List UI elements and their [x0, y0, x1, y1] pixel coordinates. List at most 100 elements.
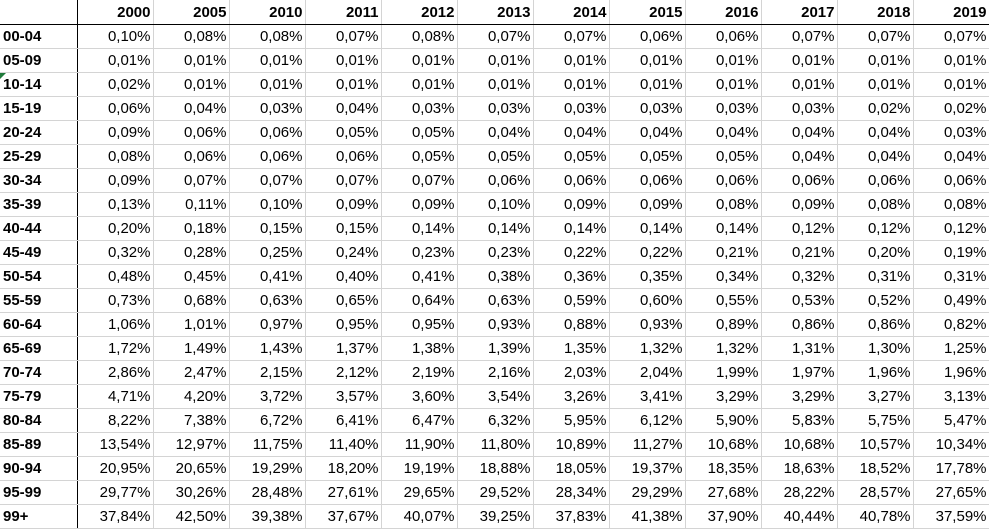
- cell-05-09-2010[interactable]: 0,01%: [229, 48, 306, 73]
- cell-15-19-2015[interactable]: 0,03%: [609, 96, 686, 121]
- cell-75-79-2010[interactable]: 3,72%: [229, 384, 306, 409]
- cell-45-49-2011[interactable]: 0,24%: [305, 240, 382, 265]
- cell-25-29-2011[interactable]: 0,06%: [305, 144, 382, 169]
- column-header-2014[interactable]: 2014: [533, 0, 610, 25]
- cell-85-89-2012[interactable]: 11,90%: [381, 432, 458, 457]
- cell-05-09-2000[interactable]: 0,01%: [77, 48, 154, 73]
- cell-85-89-2010[interactable]: 11,75%: [229, 432, 306, 457]
- column-header-2015[interactable]: 2015: [609, 0, 686, 25]
- row-label-35-39[interactable]: 35-39: [0, 192, 78, 217]
- row-label-20-24[interactable]: 20-24: [0, 120, 78, 145]
- cell-70-74-2013[interactable]: 2,16%: [457, 360, 534, 385]
- cell-25-29-2018[interactable]: 0,04%: [837, 144, 914, 169]
- cell-55-59-2011[interactable]: 0,65%: [305, 288, 382, 313]
- row-label-60-64[interactable]: 60-64: [0, 312, 78, 337]
- cell-00-04-2010[interactable]: 0,08%: [229, 24, 306, 49]
- cell-80-84-2014[interactable]: 5,95%: [533, 408, 610, 433]
- cell-65-69-2017[interactable]: 1,31%: [761, 336, 838, 361]
- cell-65-69-2016[interactable]: 1,32%: [685, 336, 762, 361]
- cell-25-29-2012[interactable]: 0,05%: [381, 144, 458, 169]
- cell-45-49-2000[interactable]: 0,32%: [77, 240, 154, 265]
- column-header-2018[interactable]: 2018: [837, 0, 914, 25]
- cell-85-89-2000[interactable]: 13,54%: [77, 432, 154, 457]
- cell-15-19-2013[interactable]: 0,03%: [457, 96, 534, 121]
- cell-80-84-2012[interactable]: 6,47%: [381, 408, 458, 433]
- row-label-90-94[interactable]: 90-94: [0, 456, 78, 481]
- cell-85-89-2016[interactable]: 10,68%: [685, 432, 762, 457]
- cell-45-49-2014[interactable]: 0,22%: [533, 240, 610, 265]
- cell-80-84-2005[interactable]: 7,38%: [153, 408, 230, 433]
- cell-30-34-2014[interactable]: 0,06%: [533, 168, 610, 193]
- cell-45-49-2005[interactable]: 0,28%: [153, 240, 230, 265]
- cell-25-29-2016[interactable]: 0,05%: [685, 144, 762, 169]
- cell-90-94-2012[interactable]: 19,19%: [381, 456, 458, 481]
- cell-25-29-2010[interactable]: 0,06%: [229, 144, 306, 169]
- cell-55-59-2012[interactable]: 0,64%: [381, 288, 458, 313]
- cell-30-34-2005[interactable]: 0,07%: [153, 168, 230, 193]
- cell-99+-2015[interactable]: 41,38%: [609, 504, 686, 529]
- cell-40-44-2012[interactable]: 0,14%: [381, 216, 458, 241]
- cell-70-74-2010[interactable]: 2,15%: [229, 360, 306, 385]
- column-header-2016[interactable]: 2016: [685, 0, 762, 25]
- cell-70-74-2015[interactable]: 2,04%: [609, 360, 686, 385]
- cell-60-64-2013[interactable]: 0,93%: [457, 312, 534, 337]
- cell-50-54-2005[interactable]: 0,45%: [153, 264, 230, 289]
- row-label-95-99[interactable]: 95-99: [0, 480, 78, 505]
- cell-20-24-2011[interactable]: 0,05%: [305, 120, 382, 145]
- cell-10-14-2011[interactable]: 0,01%: [305, 72, 382, 97]
- cell-99+-2018[interactable]: 40,78%: [837, 504, 914, 529]
- cell-80-84-2019[interactable]: 5,47%: [913, 408, 989, 433]
- cell-60-64-2019[interactable]: 0,82%: [913, 312, 989, 337]
- cell-70-74-2012[interactable]: 2,19%: [381, 360, 458, 385]
- cell-05-09-2013[interactable]: 0,01%: [457, 48, 534, 73]
- cell-60-64-2014[interactable]: 0,88%: [533, 312, 610, 337]
- cell-85-89-2015[interactable]: 11,27%: [609, 432, 686, 457]
- cell-80-84-2016[interactable]: 5,90%: [685, 408, 762, 433]
- cell-65-69-2000[interactable]: 1,72%: [77, 336, 154, 361]
- cell-75-79-2014[interactable]: 3,26%: [533, 384, 610, 409]
- column-header-2005[interactable]: 2005: [153, 0, 230, 25]
- cell-45-49-2012[interactable]: 0,23%: [381, 240, 458, 265]
- column-header-2017[interactable]: 2017: [761, 0, 838, 25]
- cell-10-14-2000[interactable]: 0,02%: [77, 72, 154, 97]
- cell-35-39-2016[interactable]: 0,08%: [685, 192, 762, 217]
- cell-70-74-2000[interactable]: 2,86%: [77, 360, 154, 385]
- cell-05-09-2019[interactable]: 0,01%: [913, 48, 989, 73]
- cell-75-79-2018[interactable]: 3,27%: [837, 384, 914, 409]
- cell-05-09-2011[interactable]: 0,01%: [305, 48, 382, 73]
- cell-40-44-2016[interactable]: 0,14%: [685, 216, 762, 241]
- cell-15-19-2005[interactable]: 0,04%: [153, 96, 230, 121]
- cell-70-74-2019[interactable]: 1,96%: [913, 360, 989, 385]
- cell-20-24-2018[interactable]: 0,04%: [837, 120, 914, 145]
- cell-60-64-2015[interactable]: 0,93%: [609, 312, 686, 337]
- cell-00-04-2015[interactable]: 0,06%: [609, 24, 686, 49]
- cell-80-84-2000[interactable]: 8,22%: [77, 408, 154, 433]
- cell-25-29-2017[interactable]: 0,04%: [761, 144, 838, 169]
- cell-95-99-2016[interactable]: 27,68%: [685, 480, 762, 505]
- cell-25-29-2005[interactable]: 0,06%: [153, 144, 230, 169]
- cell-75-79-2017[interactable]: 3,29%: [761, 384, 838, 409]
- cell-60-64-2016[interactable]: 0,89%: [685, 312, 762, 337]
- cell-15-19-2016[interactable]: 0,03%: [685, 96, 762, 121]
- cell-60-64-2018[interactable]: 0,86%: [837, 312, 914, 337]
- cell-20-24-2016[interactable]: 0,04%: [685, 120, 762, 145]
- cell-75-79-2015[interactable]: 3,41%: [609, 384, 686, 409]
- cell-45-49-2015[interactable]: 0,22%: [609, 240, 686, 265]
- column-header-2019[interactable]: 2019: [913, 0, 989, 25]
- cell-60-64-2000[interactable]: 1,06%: [77, 312, 154, 337]
- cell-80-84-2015[interactable]: 6,12%: [609, 408, 686, 433]
- cell-25-29-2000[interactable]: 0,08%: [77, 144, 154, 169]
- cell-10-14-2010[interactable]: 0,01%: [229, 72, 306, 97]
- cell-99+-2017[interactable]: 40,44%: [761, 504, 838, 529]
- cell-50-54-2000[interactable]: 0,48%: [77, 264, 154, 289]
- cell-25-29-2014[interactable]: 0,05%: [533, 144, 610, 169]
- cell-20-24-2012[interactable]: 0,05%: [381, 120, 458, 145]
- cell-25-29-2015[interactable]: 0,05%: [609, 144, 686, 169]
- cell-05-09-2017[interactable]: 0,01%: [761, 48, 838, 73]
- cell-10-14-2019[interactable]: 0,01%: [913, 72, 989, 97]
- cell-99+-2011[interactable]: 37,67%: [305, 504, 382, 529]
- cell-80-84-2010[interactable]: 6,72%: [229, 408, 306, 433]
- row-label-05-09[interactable]: 05-09: [0, 48, 78, 73]
- cell-15-19-2012[interactable]: 0,03%: [381, 96, 458, 121]
- cell-20-24-2019[interactable]: 0,03%: [913, 120, 989, 145]
